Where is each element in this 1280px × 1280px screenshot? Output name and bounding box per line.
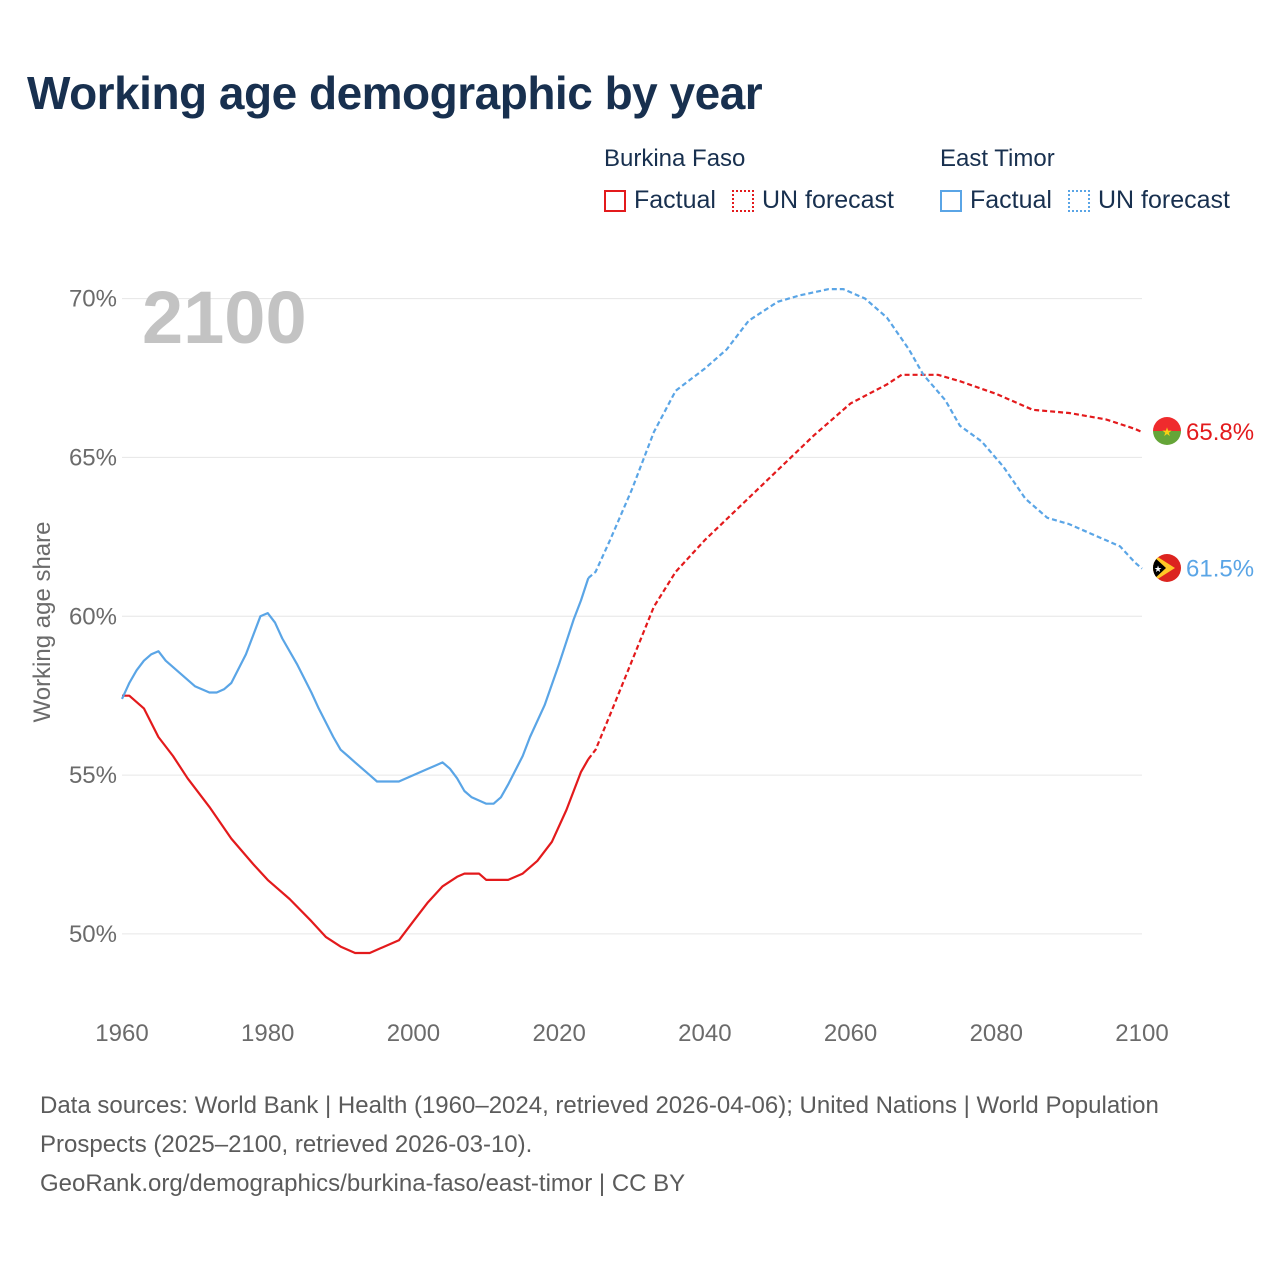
legend-swatch-solid — [940, 189, 962, 212]
source-link[interactable]: GeoRank.org/demographics/burkina-faso/ea… — [40, 1170, 686, 1197]
chart-title: Working age demographic by year — [27, 67, 763, 119]
legend-label: UN forecast — [761, 186, 894, 214]
legend-swatch-solid — [604, 189, 626, 212]
x-tick-label: 2080 — [970, 1020, 1023, 1047]
legend-group-east-timor: East Timor Factual UN forecast — [940, 146, 1246, 215]
legend-label: UN forecast — [1097, 186, 1230, 214]
legend-item-burkina-forecast[interactable]: UN forecast — [731, 186, 894, 215]
legend-item-east-timor-forecast[interactable]: UN forecast — [1067, 186, 1230, 215]
chart-footer: Data sources: World Bank | Health (1960–… — [40, 1086, 1160, 1203]
line-chart: 2100 Working age share 50% 55% 60% 65% 70% 19… — [29, 276, 1254, 1047]
legend-swatch-dotted — [731, 189, 754, 212]
series-line-burkina-faso-factual[interactable] — [122, 694, 590, 955]
legend-group-label: Burkina Faso — [604, 145, 746, 172]
data-sources-text: Data sources: World Bank | Health (1960–… — [40, 1092, 1159, 1158]
legend-item-burkina-factual[interactable]: Factual — [604, 186, 716, 215]
y-tick-label: 60% — [69, 603, 117, 630]
y-axis-title: Working age share — [29, 522, 56, 723]
legend-group-burkina-faso: Burkina Faso Factual UN forecast — [604, 146, 910, 215]
legend-label: Factual — [970, 186, 1052, 214]
legend-item-east-timor-factual[interactable]: Factual — [940, 186, 1052, 215]
x-tick-label: 2040 — [678, 1020, 731, 1047]
x-tick-label: 2000 — [387, 1020, 440, 1047]
y-tick-label: 65% — [69, 444, 117, 471]
y-tick-label: 50% — [69, 921, 117, 948]
east-timor-flag: ★ — [1153, 554, 1181, 582]
series-line-burkina-faso-forecast[interactable] — [587, 373, 1143, 760]
legend-swatch-dotted — [1067, 189, 1090, 212]
x-tick-label: 2020 — [532, 1020, 585, 1047]
x-tick-label: 1980 — [241, 1020, 294, 1047]
y-tick-label: 55% — [69, 762, 117, 789]
end-value-label-burkina-faso: 65.8% — [1186, 419, 1254, 446]
legend-label: Factual — [634, 186, 716, 214]
series-line-east-timor-forecast[interactable] — [587, 288, 1143, 579]
legend-group-label: East Timor — [940, 145, 1055, 172]
burkina-faso-flag: ★ — [1153, 417, 1181, 445]
star-icon: ★ — [1154, 565, 1162, 575]
y-tick-label: 70% — [69, 286, 117, 313]
year-watermark: 2100 — [142, 276, 307, 359]
x-tick-label: 1960 — [95, 1020, 148, 1047]
x-tick-label: 2060 — [824, 1020, 877, 1047]
end-value-label-east-timor: 61.5% — [1186, 556, 1254, 583]
series-line-east-timor-factual[interactable] — [121, 577, 590, 805]
x-tick-label: 2100 — [1115, 1020, 1168, 1047]
star-icon: ★ — [1162, 425, 1173, 439]
